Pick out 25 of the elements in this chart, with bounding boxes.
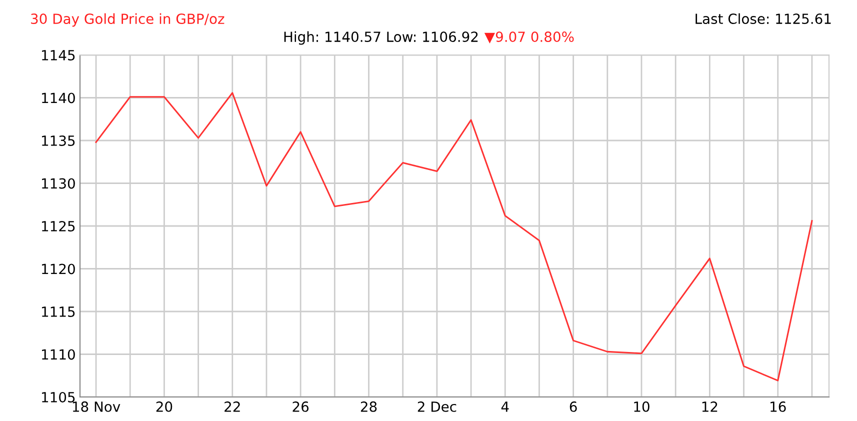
line-series: [95, 92, 813, 382]
x-tick-label: 16: [770, 401, 786, 412]
x-tick-label: 28: [360, 401, 377, 412]
y-tick-label: 1140: [42, 92, 75, 104]
x-tick-label: 4: [501, 402, 509, 412]
text: ▼9.07 0.80%: [484, 32, 574, 44]
text: Last Close: 1125.61: [696, 13, 831, 24]
x-tick-label: 12: [702, 401, 718, 412]
y-tick-label: 1125: [42, 220, 75, 232]
y-tick-label: 1105: [42, 392, 75, 402]
x-tick-label: 20: [156, 401, 172, 412]
y-tick-label: 1110: [42, 349, 75, 360]
y-tick-label: 1145: [42, 50, 75, 60]
chart-title: 30 Day Gold Price in GBP/oz: [31, 13, 224, 27]
x-tick-label: 2 Dec: [418, 401, 456, 412]
y-tick-label: 1130: [42, 178, 75, 189]
y-tick-label: 1135: [42, 135, 75, 146]
chart-subtitle: High: 1140.57 Low: 1106.92: [284, 31, 478, 45]
x-tick-label: 22: [224, 401, 240, 412]
y-tick-label: 1115: [42, 306, 75, 317]
x-tick-label: 6: [570, 401, 577, 412]
x-tick-label: 18 Nov: [72, 401, 120, 412]
y-tick-label: 1120: [42, 264, 75, 274]
x-tick-label: 26: [292, 401, 309, 412]
x-tick-label: 10: [634, 401, 650, 412]
